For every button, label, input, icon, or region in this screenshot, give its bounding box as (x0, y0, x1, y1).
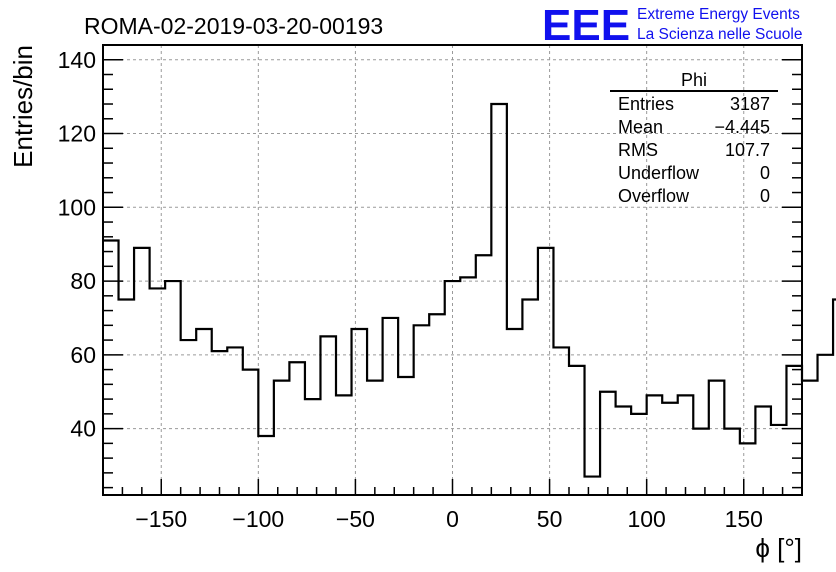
stats-row-value: −4.445 (714, 117, 770, 137)
stats-row-label: RMS (618, 140, 658, 160)
y-axis-label: Entries/bin (8, 45, 38, 168)
x-tick-label: 100 (627, 506, 665, 532)
stats-row-value: 0 (760, 186, 770, 206)
stats-row-value: 0 (760, 163, 770, 183)
y-tick-labels: 40 60 80 100 120 140 (58, 47, 96, 442)
axis-ticks (102, 44, 803, 495)
stats-row-label: Entries (618, 94, 674, 114)
y-tick-label: 120 (58, 121, 96, 147)
y-tick-label: 100 (58, 194, 96, 220)
stats-rows: Entries 3187 Mean −4.445 RMS 107.7 Underflow 0 O… (618, 94, 770, 206)
histogram-outline (103, 102, 836, 478)
x-tick-label: −50 (336, 506, 375, 532)
x-tick-label: 50 (537, 506, 563, 532)
eee-logo: EEE (542, 1, 630, 50)
y-tick-label: 80 (70, 268, 96, 294)
stats-row-value: 3187 (730, 94, 770, 114)
stats-row-label: Underflow (618, 163, 700, 183)
plot-frame (102, 44, 803, 496)
run-title: ROMA-02-2019-03-20-00193 (84, 13, 383, 39)
stats-box: Phi Entries 3187 Mean −4.445 RMS 107.7 Underfl… (610, 70, 778, 206)
y-tick-label: 60 (70, 342, 96, 368)
x-tick-label: −150 (135, 506, 187, 532)
x-tick-label: 0 (446, 506, 459, 532)
y-tick-label: 140 (58, 47, 96, 73)
x-tick-label: 150 (725, 506, 763, 532)
x-tick-labels: −150 −100 −50 0 50 100 150 (135, 506, 763, 532)
brand-line-1: Extreme Energy Events (637, 6, 800, 23)
stats-row-label: Overflow (618, 186, 690, 206)
y-tick-label: 40 (70, 416, 96, 442)
stats-row-value: 107.7 (725, 140, 770, 160)
stats-title: Phi (681, 70, 707, 90)
x-tick-label: −100 (232, 506, 284, 532)
brand-line-2: La Scienza nelle Scuole (637, 26, 802, 43)
stats-row-label: Mean (618, 117, 663, 137)
x-axis-label: ϕ [°] (755, 533, 802, 563)
